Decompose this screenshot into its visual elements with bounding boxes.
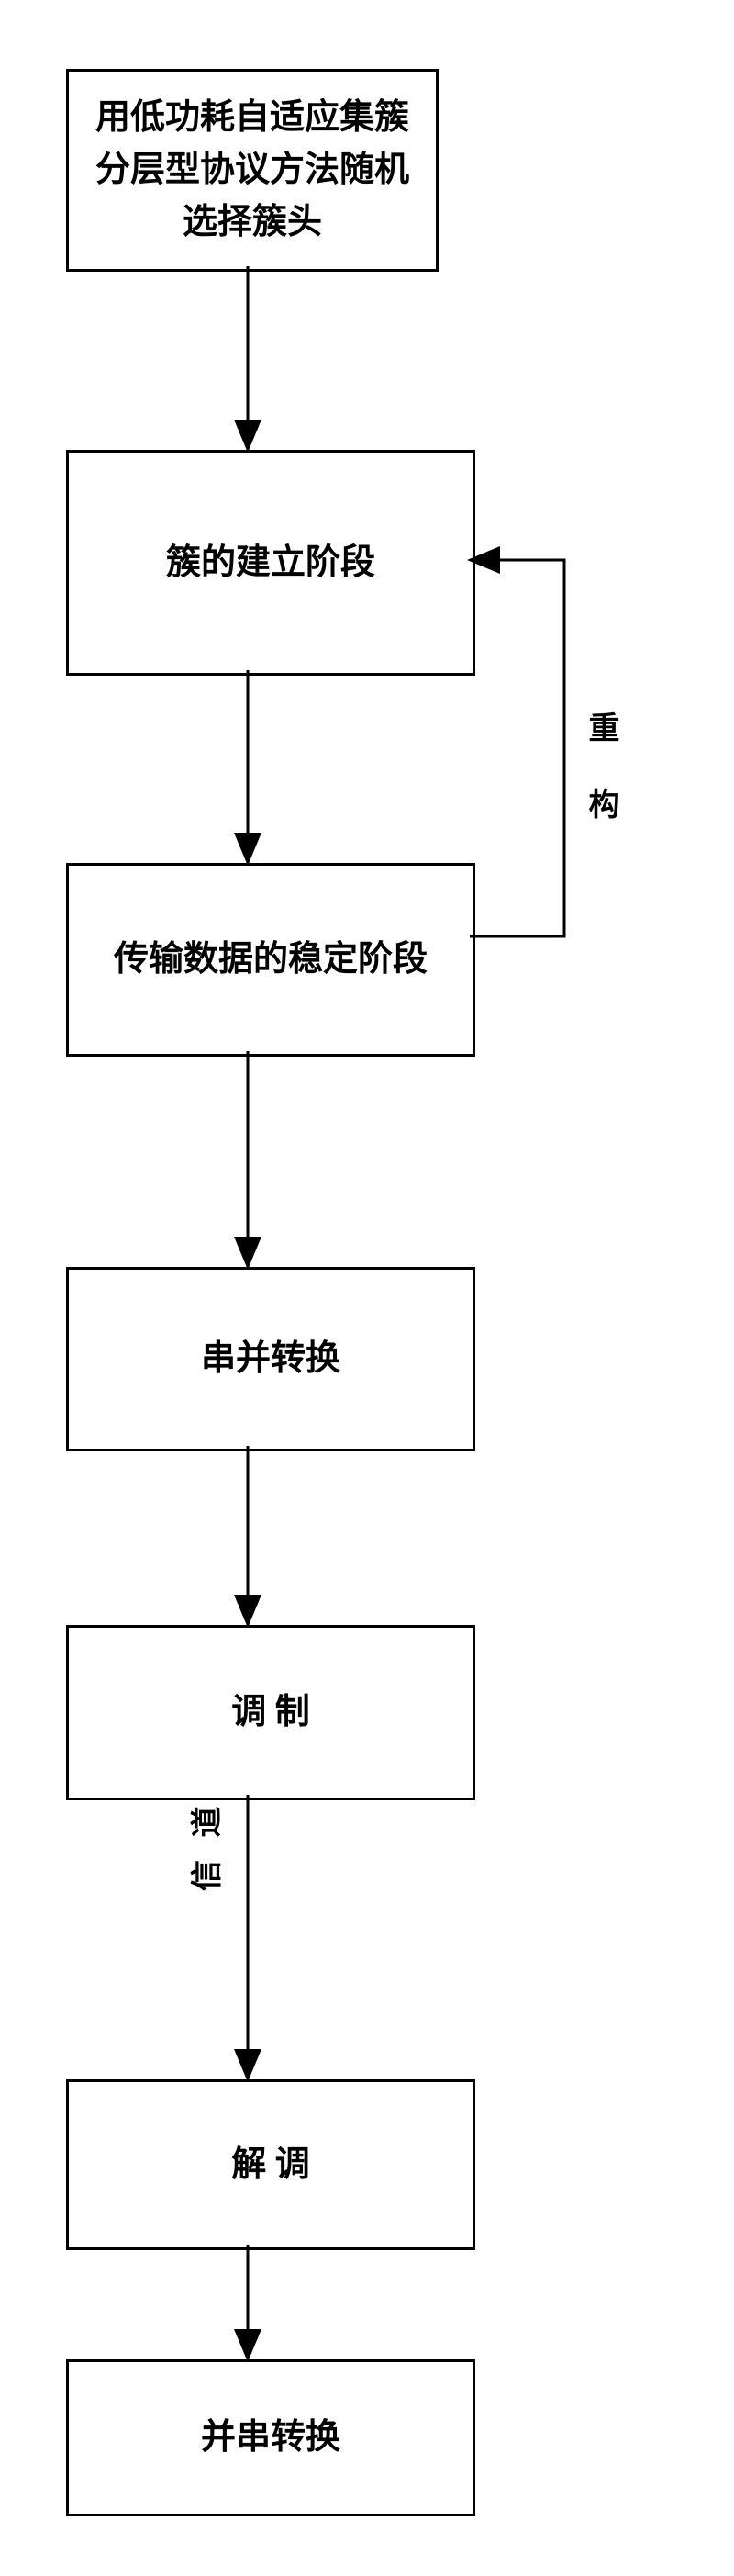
- flowchart-node: 并串转换: [66, 2359, 475, 2516]
- node-label: 并串转换: [192, 2402, 350, 2473]
- edge-label-feedback: 重 构: [578, 711, 623, 824]
- flowchart-node: 解 调: [66, 2079, 475, 2250]
- edge-label: 信 道: [182, 1799, 227, 1892]
- flowchart-node: 调 制: [66, 1625, 475, 1800]
- node-label: 调 制: [222, 1677, 319, 1748]
- flowchart-node: 传输数据的稳定阶段: [66, 863, 475, 1057]
- node-label: 用低功耗自适应集簇分层型协议方法随机选择簇头: [86, 83, 418, 258]
- node-label: 解 调: [222, 2130, 319, 2201]
- flowchart-node: 串并转换: [66, 1267, 475, 1451]
- node-label: 簇的建立阶段: [157, 528, 384, 599]
- flowchart-node: 用低功耗自适应集簇分层型协议方法随机选择簇头: [66, 69, 439, 272]
- node-label: 串并转换: [192, 1324, 350, 1394]
- flowchart-node: 簇的建立阶段: [66, 450, 475, 676]
- node-label: 传输数据的稳定阶段: [105, 924, 437, 995]
